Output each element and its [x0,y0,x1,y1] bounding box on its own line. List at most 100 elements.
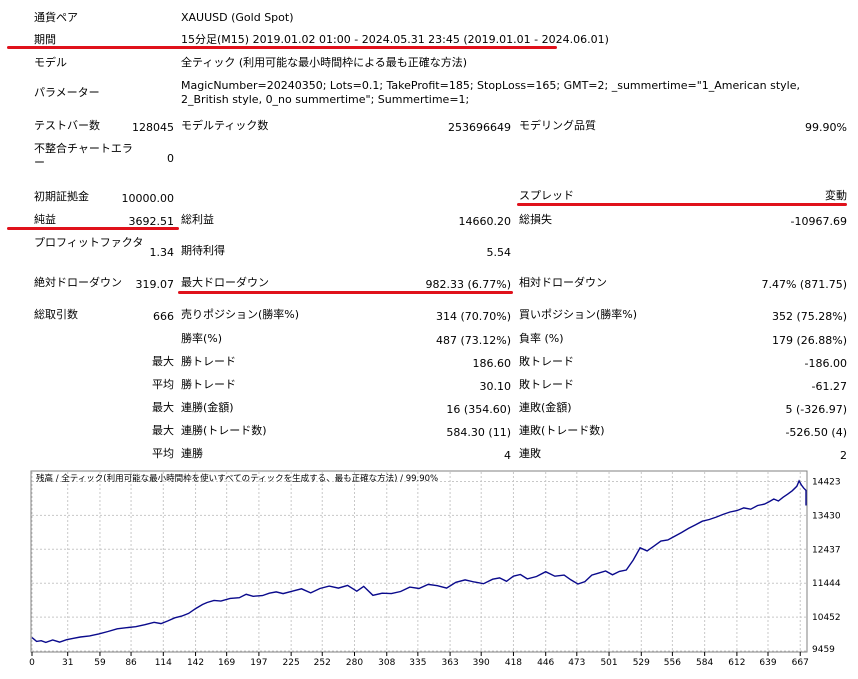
x-tick-label: 31 [62,658,73,668]
expected-label: 期待利得 [181,244,225,257]
x-tick-label: 501 [600,658,617,668]
period-highlight [7,46,557,49]
x-tick-label: 169 [218,658,235,668]
x-tick-label: 86 [125,658,137,668]
period-label: 期間 [34,33,56,46]
y-tick-label: 12437 [812,545,841,555]
x-tick-label: 280 [346,658,363,668]
symbol-label: 通貨ペア [34,11,78,24]
avg-cons-win-value: 4 [504,449,511,462]
abs-dd-label: 絶対ドローダウン [34,276,122,289]
y-tick-label: 13430 [812,511,841,521]
balance-chart: 残高 / 全ティック(利用可能な最小時間枠を使いすべてのティックを生成する、最も… [28,468,848,679]
avg-word-2: 平均 [152,447,174,460]
max-dd-highlight [178,291,513,294]
max-word-3: 最大 [152,424,174,437]
avg-cons-loss-value: 2 [840,449,847,462]
largest-win-value: 186.60 [472,357,512,370]
mismatch-value: 0 [167,152,174,165]
long-value: 352 (75.28%) [771,310,847,323]
x-tick-label: 308 [378,658,395,668]
gross-profit-value: 14660.20 [458,215,512,228]
x-tick-label: 335 [409,658,426,668]
period-value: 15分足(M15) 2019.01.02 01:00 - 2024.05.31 … [181,33,609,46]
x-tick-label: 639 [759,658,776,668]
avg-win-value: 30.10 [479,380,512,393]
rel-dd-value: 7.47% (871.75) [761,278,847,291]
quality-label: モデリング品質 [519,119,596,132]
y-tick-label: 11444 [812,579,841,589]
params-value: MagicNumber=20240350; Lots=0.1; TakeProf… [181,79,800,106]
bars-value: 128045 [132,121,174,134]
ticks-label: モデルティック数 [181,119,269,132]
x-tick-label: 0 [29,658,35,668]
model-label: モデル [34,56,67,69]
trades-value: 666 [153,310,174,323]
max-cons-lossamt-label: 連敗(トレード数) [519,424,605,437]
rel-dd-label: 相対ドローダウン [519,276,607,289]
max-word-1: 最大 [152,355,174,368]
max-cons-loss-value: 5 (-326.97) [785,403,847,416]
short-label: 売りポジション(勝率%) [181,308,300,321]
chart-frame [30,470,808,653]
long-label: 買いポジション(勝率%) [519,308,638,321]
largest-win-label: 勝トレード [181,355,236,368]
max-dd-label: 最大ドローダウン [181,276,269,289]
x-tick-label: 473 [568,658,585,668]
model-value: 全ティック (利用可能な最小時間枠による最も正確な方法) [181,56,468,69]
bars-label: テストバー数 [34,119,100,132]
y-tick-label: 9459 [812,645,835,655]
x-tick-label: 390 [473,658,490,668]
quality-value: 99.90% [805,121,847,134]
balance-series-line [31,479,807,644]
short-value: 314 (70.70%) [435,310,511,323]
winpct-label: 勝率(%) [181,332,223,345]
max-cons-win-value: 16 (354.60) [446,403,511,416]
largest-loss-label: 敗トレード [519,355,574,368]
abs-dd-value: 319.07 [135,278,175,291]
max-cons-loss-label: 連敗(金額) [519,401,572,414]
gross-loss-label: 総損失 [519,213,552,226]
losspct-label: 負率 (%) [519,332,564,345]
avg-win-label: 勝トレード [181,378,236,391]
avg-word-1: 平均 [152,378,174,391]
max-dd-value: 982.33 (6.77%) [425,278,511,291]
deposit-value: 10000.00 [121,192,175,205]
x-tick-label: 363 [442,658,459,668]
y-tick-label: 14423 [812,477,841,487]
winpct-value: 487 (73.12%) [435,334,511,347]
avg-cons-win-label: 連勝 [181,447,203,460]
x-tick-label: 529 [633,658,650,668]
avg-loss-label: 敗トレード [519,378,574,391]
spread-highlight [517,203,847,206]
pf-value: 1.34 [149,246,175,259]
pf-label: プロフィットファクタ [34,236,144,249]
net-value: 3692.51 [128,215,175,228]
x-tick-label: 556 [664,658,681,668]
net-highlight [7,227,179,230]
x-tick-label: 612 [728,658,745,668]
x-tick-label: 114 [155,658,172,668]
expected-value: 5.54 [486,246,512,259]
gross-loss-value: -10967.69 [790,215,847,228]
x-tick-label: 142 [187,658,204,668]
avg-cons-loss-label: 連敗 [519,447,541,460]
losspct-value: 179 (26.88%) [771,334,847,347]
ticks-value: 253696649 [448,121,511,134]
max-cons-profit-value: 584.30 (11) [446,426,511,439]
symbol-value: XAUUSD (Gold Spot) [181,11,294,24]
max-cons-profit-label: 連勝(トレード数) [181,424,267,437]
net-label: 純益 [34,213,56,226]
avg-loss-value: -61.27 [811,380,847,393]
x-tick-label: 446 [537,658,554,668]
x-tick-label: 667 [792,658,809,668]
spread-label: スプレッド [519,189,574,202]
y-tick-label: 10452 [812,613,841,623]
spread-value: 変動 [825,189,847,202]
params-label: パラメーター [34,86,100,99]
x-tick-label: 225 [283,658,300,668]
deposit-label: 初期証拠金 [34,190,89,203]
x-tick-label: 197 [250,658,267,668]
balance-chart-svg: 残高 / 全ティック(利用可能な最小時間枠を使いすべてのティックを生成する、最も… [29,470,841,668]
chart-title: 残高 / 全ティック(利用可能な最小時間枠を使いすべてのティックを生成する、最も… [36,473,438,484]
